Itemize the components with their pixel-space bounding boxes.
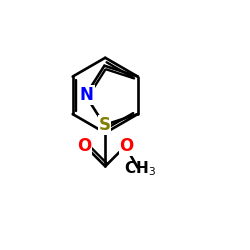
Text: N: N xyxy=(80,86,94,104)
Text: O: O xyxy=(120,137,134,155)
Text: S: S xyxy=(98,116,110,134)
Text: O: O xyxy=(77,137,91,155)
Text: CH$_3$: CH$_3$ xyxy=(124,160,156,178)
